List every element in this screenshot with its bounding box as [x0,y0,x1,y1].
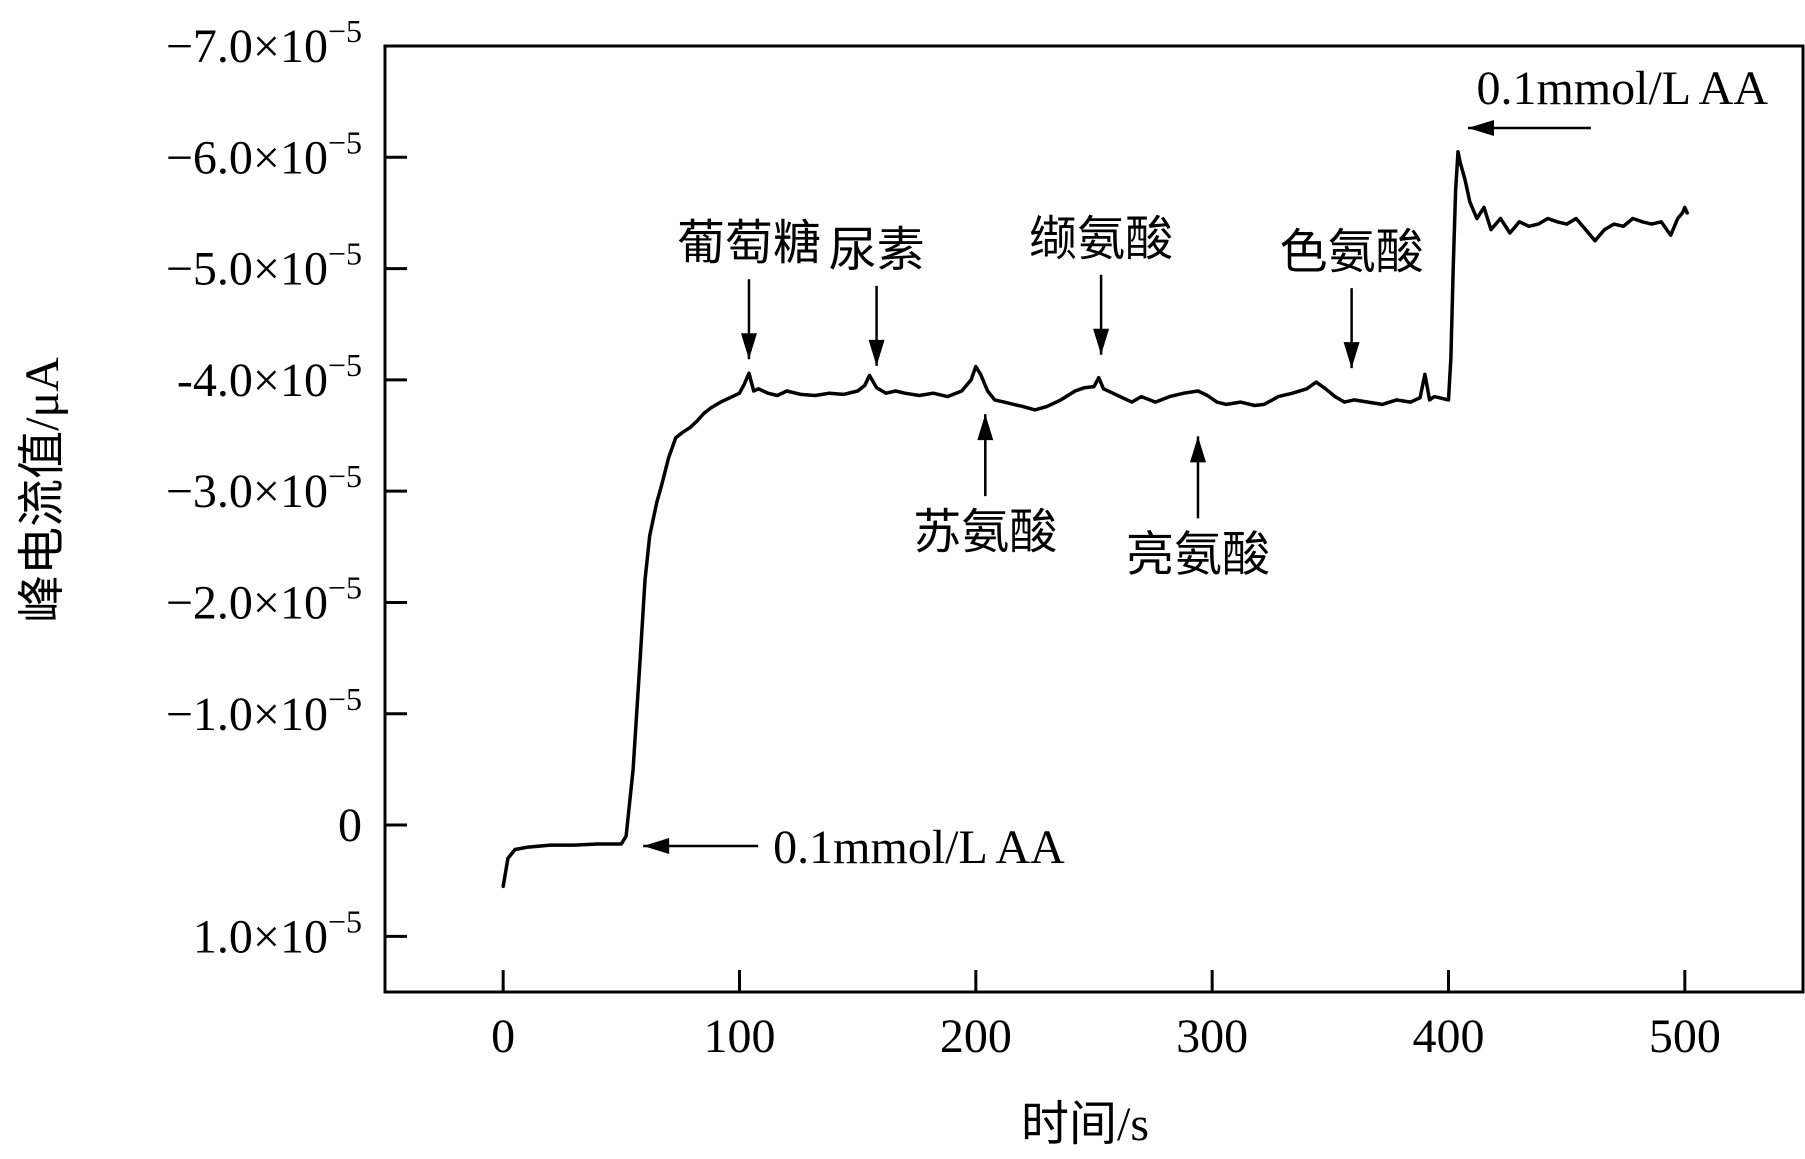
y-tick-mantissa: 1.0×10 [193,910,328,963]
annotation-label: 葡萄糖 [677,217,821,270]
y-tick-label: −6.0×10−5 [166,124,362,184]
y-tick-label: -4.0×10−5 [177,347,362,407]
y-tick-exponent: −5 [328,569,362,605]
annotation-label: 苏氨酸 [913,506,1057,559]
y-tick-label: −3.0×10−5 [166,458,362,518]
arrow-head [1343,342,1360,369]
y-tick-mantissa: −6.0×10 [166,131,328,184]
aa-label-first: 0.1mmol/L AA [773,821,1065,874]
x-axis-label: 时间/s [1021,1098,1149,1151]
aa-arrow-second [1467,120,1591,136]
arrow-head [1093,328,1110,355]
y-tick-label: 0 [338,799,362,852]
y-tick-exponent: −5 [328,903,362,939]
y-tick-label: −1.0×10−5 [166,681,362,741]
y-tick-label: −2.0×10−5 [166,569,362,629]
annotation-arrow [868,285,885,366]
y-tick-mantissa: -4.0×10 [177,354,328,407]
plot-area-frame [383,44,1805,994]
x-tick-label: 200 [940,1010,1012,1063]
annotation-label: 缬氨酸 [1029,213,1173,266]
annotation-arrow [740,279,757,360]
y-tick-exponent: −5 [328,124,362,160]
y-tick-mantissa: 0 [338,799,362,852]
arrow-head [740,333,757,360]
y-tick-label: −5.0×10−5 [166,236,362,296]
aa-label-second: 0.1mmol/L AA [1476,62,1768,115]
y-tick-exponent: −5 [328,347,362,383]
arrow-head [1189,436,1206,463]
x-tick-label: 300 [1176,1010,1248,1063]
y-tick-mantissa: −5.0×10 [166,243,328,296]
arrow-head [977,414,994,441]
annotation-label: 尿素 [829,224,925,277]
annotation-arrow [1189,436,1206,519]
y-tick-label: 1.0×10−5 [193,903,362,963]
y-tick-label: −7.0×10−5 [166,13,362,73]
y-tick-mantissa: −3.0×10 [166,465,328,518]
arrow-head [643,837,670,854]
annotation-arrow [1093,274,1110,355]
y-tick-mantissa: −2.0×10 [166,576,328,629]
annotation-label: 亮氨酸 [1126,528,1270,581]
annotation-arrow [1343,288,1360,369]
y-tick-exponent: −5 [328,681,362,717]
annotation-arrow [977,414,994,497]
x-tick-label: 400 [1413,1010,1485,1063]
y-axis-label: 峰电流值/μA [16,357,69,623]
aa-arrow-first [643,837,759,854]
annotation-label: 色氨酸 [1280,226,1424,279]
x-tick-labels: 0 100 200 300 400 500 [491,1010,1721,1063]
y-tick-exponent: −5 [328,236,362,272]
arrow-head [1467,120,1494,136]
y-tick-mantissa: −7.0×10 [166,20,328,73]
y-tick-exponent: −5 [328,13,362,49]
axis-ticks [385,44,1687,992]
y-tick-mantissa: −1.0×10 [166,688,328,741]
y-axis-label-group: 峰电流值/μA [16,357,69,623]
x-tick-label: 0 [491,1010,515,1063]
arrow-head [868,339,885,366]
y-tick-labels: −7.0×10−5−6.0×10−5−5.0×10−5-4.0×10−5−3.0… [166,13,362,963]
x-tick-label: 500 [1649,1010,1721,1063]
y-tick-exponent: −5 [328,458,362,494]
series-line [501,149,1689,889]
x-tick-label: 100 [704,1010,776,1063]
